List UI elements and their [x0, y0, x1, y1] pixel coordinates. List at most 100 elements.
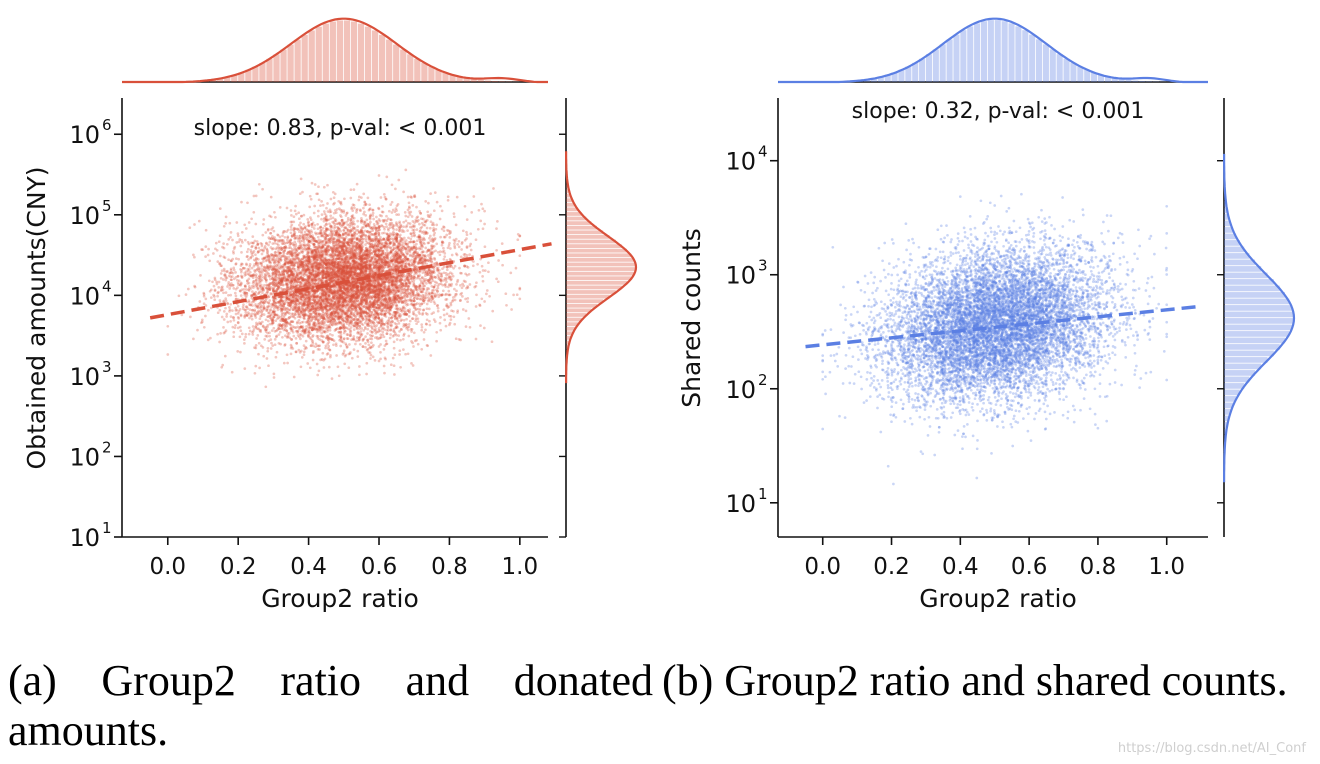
scatter-point	[478, 304, 482, 307]
scatter-point	[277, 285, 280, 289]
scatter-point	[247, 258, 250, 261]
scatter-point	[243, 367, 247, 370]
scatter-point	[326, 202, 329, 205]
scatter-point	[292, 220, 296, 224]
scatter-point	[420, 347, 424, 351]
scatter-point	[342, 291, 346, 295]
scatter-point	[232, 335, 236, 339]
scatter-point	[253, 314, 257, 318]
scatter-point	[397, 322, 401, 325]
scatter-point	[292, 334, 296, 338]
scatter-point	[406, 352, 410, 356]
scatter-point	[425, 302, 429, 306]
scatter-point	[298, 292, 301, 295]
scatter-point	[267, 268, 271, 272]
scatter-point	[238, 335, 242, 339]
scatter-point	[204, 314, 207, 318]
scatter-point	[247, 285, 251, 288]
scatter-point	[274, 238, 278, 242]
scatter-point	[404, 352, 407, 356]
scatter-point	[440, 275, 443, 278]
scatter-point	[212, 284, 216, 288]
scatter-point	[340, 267, 344, 271]
scatter-point	[404, 250, 408, 254]
scatter-point	[413, 339, 417, 343]
scatter-point	[231, 325, 235, 329]
scatter-point	[468, 244, 472, 248]
scatter-point	[222, 326, 225, 329]
scatter-point	[332, 202, 335, 206]
scatter-point	[237, 257, 241, 261]
scatter-point	[475, 293, 478, 297]
scatter-point	[469, 248, 473, 252]
scatter-point	[304, 339, 308, 343]
scatter-point	[469, 242, 473, 246]
scatter-point	[429, 192, 432, 195]
scatter-point	[218, 308, 222, 312]
scatter-point	[345, 212, 349, 215]
scatter-point	[377, 320, 381, 324]
scatter-point	[317, 198, 321, 202]
scatter-point	[289, 352, 293, 356]
scatter-point	[289, 290, 293, 293]
scatter-point	[389, 218, 393, 222]
scatter-point	[322, 335, 325, 339]
scatter-point	[410, 215, 414, 218]
scatter-point	[298, 192, 302, 196]
scatter-point	[208, 259, 212, 263]
scatter-point	[405, 317, 408, 321]
scatter-point	[411, 252, 415, 256]
scatter-point	[212, 293, 215, 297]
scatter-point	[476, 227, 480, 231]
scatter-point	[425, 307, 429, 311]
scatter-point	[409, 237, 413, 241]
scatter-point	[509, 271, 513, 275]
scatter-point	[480, 202, 483, 206]
scatter-point	[204, 255, 207, 258]
scatter-point	[356, 349, 360, 353]
scatter-point	[402, 220, 406, 224]
scatter-point	[369, 357, 372, 360]
scatter-point	[377, 265, 381, 269]
scatter-point	[343, 256, 347, 260]
scatter-point	[468, 253, 471, 256]
scatter-point	[318, 344, 322, 348]
scatter-point	[272, 376, 276, 379]
scatter-point	[464, 325, 468, 328]
scatter-point	[283, 344, 287, 347]
scatter-point	[487, 270, 490, 274]
scatter-point	[406, 328, 410, 332]
scatter-point	[446, 246, 450, 250]
scatter-point	[412, 331, 416, 335]
scatter-point	[443, 235, 447, 239]
scatter-point	[438, 217, 442, 221]
scatter-point	[456, 311, 459, 314]
scatter-point	[313, 183, 317, 186]
scatter-point	[368, 295, 372, 299]
scatter-point	[247, 221, 251, 224]
scatter-point	[465, 233, 469, 237]
scatter-point	[224, 306, 227, 310]
scatter-point	[371, 208, 374, 212]
scatter-point	[310, 225, 314, 229]
scatter-point	[268, 240, 272, 244]
scatter-point	[278, 206, 282, 209]
scatter-point	[387, 318, 391, 322]
scatter-point	[363, 321, 367, 325]
scatter-point	[320, 213, 324, 216]
scatter-point	[326, 297, 329, 300]
scatter-point	[354, 292, 358, 296]
scatter-points	[166, 168, 522, 389]
scatter-point	[327, 294, 331, 298]
scatter-point	[286, 361, 289, 365]
scatter-point	[433, 280, 437, 284]
scatter-point	[439, 204, 442, 208]
scatter-point	[331, 258, 335, 261]
scatter-point	[388, 268, 392, 272]
scatter-point	[319, 304, 323, 307]
scatter-point	[341, 313, 345, 316]
scatter-point	[237, 309, 241, 313]
scatter-point	[382, 192, 386, 196]
scatter-point	[217, 240, 221, 244]
